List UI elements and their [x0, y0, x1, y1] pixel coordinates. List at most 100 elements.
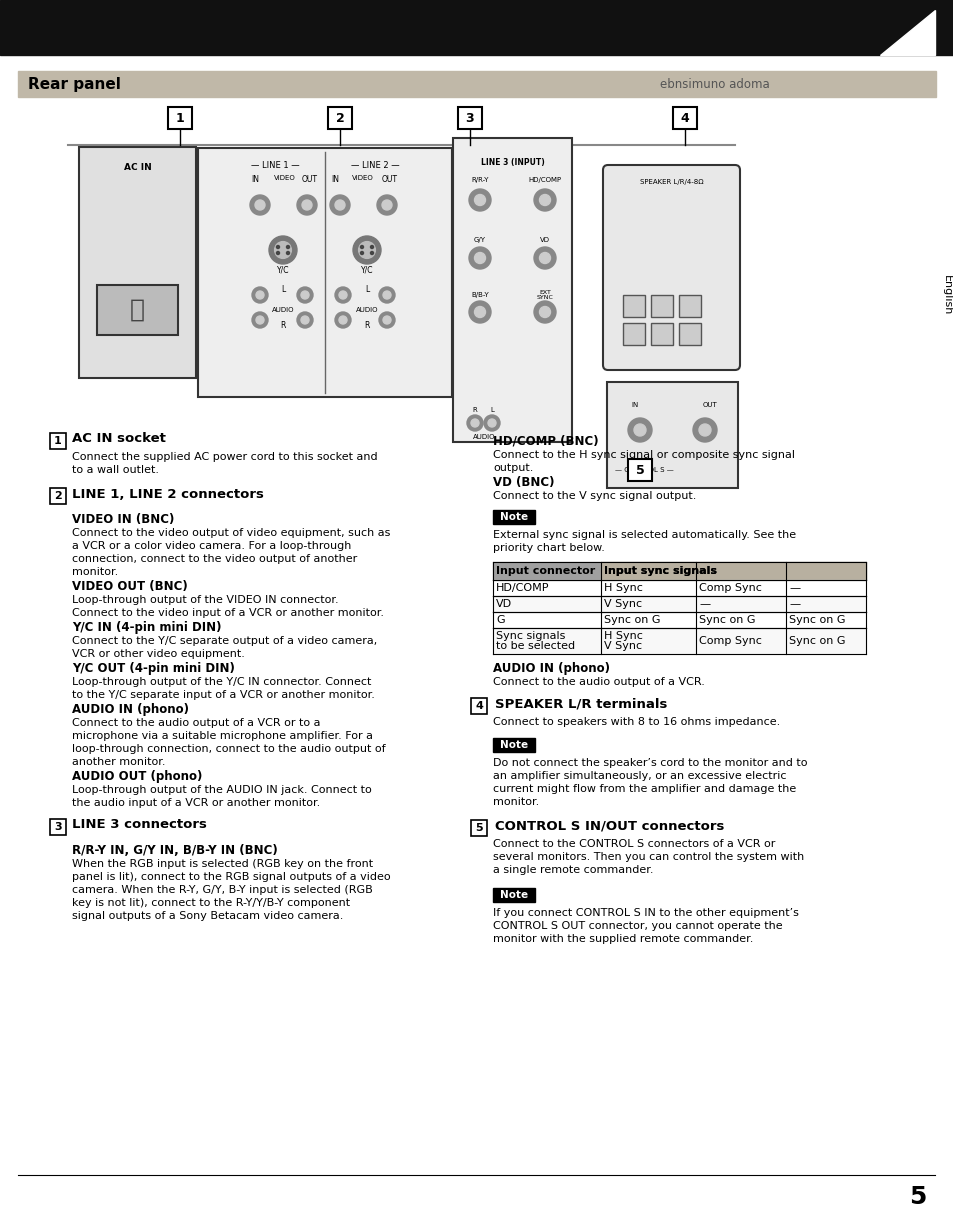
FancyBboxPatch shape — [79, 147, 195, 379]
Circle shape — [382, 316, 391, 323]
FancyBboxPatch shape — [606, 382, 738, 488]
Bar — [679, 323, 700, 345]
Text: 2: 2 — [335, 111, 344, 125]
Text: HD/COMP: HD/COMP — [528, 176, 561, 183]
Circle shape — [255, 316, 264, 323]
Text: VIDEO IN (BNC): VIDEO IN (BNC) — [71, 513, 174, 526]
Text: Sync on G: Sync on G — [603, 615, 659, 625]
Text: R: R — [472, 407, 476, 413]
Text: a single remote commander.: a single remote commander. — [493, 865, 653, 875]
Text: Y/C OUT (4-pin mini DIN): Y/C OUT (4-pin mini DIN) — [71, 662, 234, 675]
Circle shape — [254, 200, 265, 209]
Text: VIDEO: VIDEO — [274, 175, 295, 181]
Text: current might flow from the amplifier and damage the: current might flow from the amplifier an… — [493, 784, 796, 794]
Circle shape — [469, 301, 491, 323]
Text: Loop-through output of the AUDIO IN jack. Connect to: Loop-through output of the AUDIO IN jack… — [71, 785, 372, 795]
Circle shape — [474, 252, 485, 263]
Text: 1: 1 — [54, 436, 62, 446]
Text: LINE 3 connectors: LINE 3 connectors — [71, 818, 207, 832]
Bar — [600, 562, 865, 579]
Text: VD: VD — [496, 599, 512, 609]
Text: OUT: OUT — [381, 175, 397, 185]
Bar — [493, 579, 865, 597]
Text: Connect to the Y/C separate output of a video camera,: Connect to the Y/C separate output of a … — [71, 636, 376, 646]
Circle shape — [382, 292, 391, 299]
Bar — [493, 562, 865, 579]
Text: AC IN: AC IN — [124, 163, 152, 173]
Circle shape — [370, 245, 374, 249]
Bar — [50, 432, 66, 450]
Text: —: — — [699, 599, 709, 609]
Circle shape — [534, 247, 556, 270]
Bar — [97, 285, 178, 334]
Bar — [493, 737, 535, 752]
Text: 2: 2 — [54, 491, 62, 501]
Text: —: — — [788, 583, 800, 593]
Text: Sync on G: Sync on G — [788, 615, 844, 625]
Text: priority chart below.: priority chart below. — [493, 543, 604, 552]
Text: Connect to the H sync signal or composite sync signal: Connect to the H sync signal or composit… — [493, 450, 794, 461]
Text: R: R — [364, 321, 370, 330]
Bar — [50, 488, 66, 503]
Circle shape — [252, 312, 268, 328]
Polygon shape — [879, 10, 934, 55]
Text: Input sync signals: Input sync signals — [603, 566, 717, 576]
Text: R: R — [280, 321, 285, 330]
FancyBboxPatch shape — [328, 107, 352, 129]
Circle shape — [301, 292, 309, 299]
Text: 5: 5 — [635, 463, 643, 477]
Circle shape — [269, 236, 296, 265]
Circle shape — [276, 245, 279, 249]
Text: 5: 5 — [475, 823, 482, 833]
Text: Y/C IN (4-pin mini DIN): Y/C IN (4-pin mini DIN) — [71, 621, 221, 635]
Bar — [650, 295, 672, 317]
Text: G/Y: G/Y — [474, 236, 485, 243]
Circle shape — [467, 415, 482, 431]
Bar — [650, 323, 672, 345]
Circle shape — [353, 236, 380, 265]
Text: V Sync: V Sync — [603, 599, 641, 609]
Text: CONTROL S OUT connector, you cannot operate the: CONTROL S OUT connector, you cannot oper… — [493, 921, 781, 931]
Text: VD: VD — [539, 236, 550, 243]
Text: —: — — [788, 599, 800, 609]
Text: Note: Note — [499, 740, 528, 750]
Circle shape — [488, 419, 496, 428]
Bar — [471, 820, 486, 835]
Text: — LINE 2 —: — LINE 2 — — [351, 160, 399, 169]
Circle shape — [286, 245, 289, 249]
Text: VCR or other video equipment.: VCR or other video equipment. — [71, 649, 245, 659]
Circle shape — [335, 200, 345, 209]
Circle shape — [483, 415, 499, 431]
Circle shape — [539, 252, 550, 263]
Text: Note: Note — [499, 891, 528, 900]
Text: monitor.: monitor. — [71, 567, 118, 577]
Text: loop-through connection, connect to the audio output of: loop-through connection, connect to the … — [71, 744, 385, 755]
Text: SPEAKER L/R terminals: SPEAKER L/R terminals — [495, 697, 667, 710]
Circle shape — [471, 419, 478, 428]
FancyBboxPatch shape — [457, 107, 481, 129]
Text: several monitors. Then you can control the system with: several monitors. Then you can control t… — [493, 853, 803, 862]
Bar — [493, 628, 865, 654]
Circle shape — [534, 301, 556, 323]
Text: 3: 3 — [54, 822, 62, 832]
Text: connection, connect to the video output of another: connection, connect to the video output … — [71, 554, 356, 564]
Text: HD/COMP: HD/COMP — [496, 583, 549, 593]
Text: camera. When the R-Y, G/Y, B-Y input is selected (RGB: camera. When the R-Y, G/Y, B-Y input is … — [71, 884, 373, 895]
Text: EXT
SYNC: EXT SYNC — [536, 289, 553, 300]
Text: a VCR or a color video camera. For a loop-through: a VCR or a color video camera. For a loo… — [71, 541, 351, 551]
Circle shape — [276, 251, 279, 255]
Circle shape — [534, 189, 556, 211]
Bar — [622, 323, 644, 345]
Circle shape — [274, 241, 291, 258]
Text: Loop-through output of the VIDEO IN connector.: Loop-through output of the VIDEO IN conn… — [71, 595, 338, 605]
Circle shape — [469, 247, 491, 270]
Circle shape — [302, 200, 312, 209]
Text: Note: Note — [499, 512, 528, 522]
Circle shape — [360, 245, 363, 249]
Circle shape — [378, 287, 395, 303]
Circle shape — [627, 418, 651, 442]
Text: When the RGB input is selected (RGB key on the front: When the RGB input is selected (RGB key … — [71, 859, 373, 869]
Text: 1: 1 — [175, 111, 184, 125]
Text: AUDIO IN (phono): AUDIO IN (phono) — [493, 662, 609, 675]
FancyBboxPatch shape — [453, 138, 572, 442]
